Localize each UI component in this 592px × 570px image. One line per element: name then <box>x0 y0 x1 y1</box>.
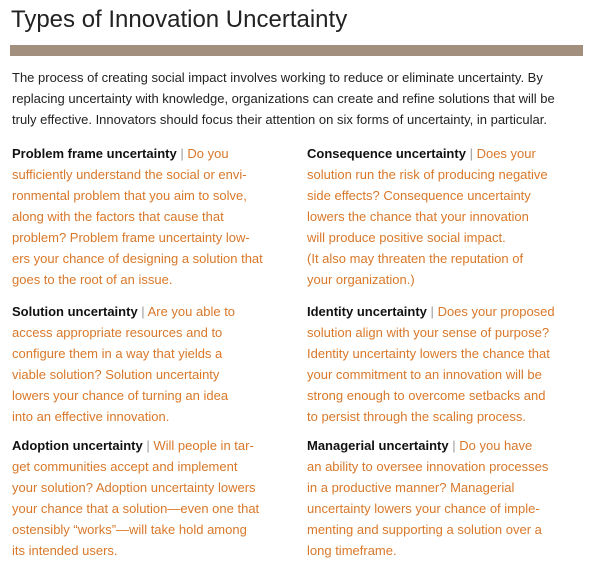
item-text: get communities accept and implement <box>12 459 238 474</box>
item-line: your organization.) <box>307 269 415 290</box>
item-text: in a productive manner? Managerial <box>307 480 515 495</box>
item-title: Identity uncertainty <box>307 304 427 319</box>
item-line: an ability to oversee innovation process… <box>307 456 548 477</box>
item-line: uncertainty lowers your chance of imple- <box>307 498 540 519</box>
item-text: (It also may threaten the reputation of <box>307 251 524 266</box>
item-heading-line: Identity uncertainty | Does your propose… <box>307 301 555 322</box>
item-text: Are you able to <box>147 304 236 319</box>
item-line: configure them in a way that yields a <box>12 343 222 364</box>
item-line: problem? Problem frame uncertainty low- <box>12 227 250 248</box>
item-line: will produce positive social impact. <box>307 227 506 248</box>
item-text: ronmental problem that you aim to solve, <box>12 188 247 203</box>
item-text: an ability to oversee innovation process… <box>307 459 549 474</box>
item-heading-line: Adoption uncertainty | Will people in ta… <box>12 435 254 456</box>
item-text: ers your chance of designing a solution … <box>12 251 263 266</box>
item-text: configure them in a way that yields a <box>12 346 223 361</box>
item-line: sufficiently understand the social or en… <box>12 164 247 185</box>
item-text: will produce positive social impact. <box>307 230 506 245</box>
item-text: uncertainty lowers your chance of imple- <box>307 501 540 516</box>
item-text: strong enough to overcome setbacks and <box>307 388 546 403</box>
item-line: viable solution? Solution uncertainty <box>12 364 219 385</box>
item-line: your commitment to an innovation will be <box>307 364 542 385</box>
item-line: solution align with your sense of purpos… <box>307 322 549 343</box>
item-text: along with the factors that cause that <box>12 209 224 224</box>
item-title: Adoption uncertainty <box>12 438 143 453</box>
separator: | <box>469 146 473 161</box>
item-line: menting and supporting a solution over a <box>307 519 542 540</box>
item-line: solution run the risk of producing negat… <box>307 164 548 185</box>
item-text: into an effective innovation. <box>12 409 170 424</box>
item-text: sufficiently understand the social or en… <box>12 167 247 182</box>
item-text: solution align with your sense of purpos… <box>307 325 550 340</box>
item-line: Identity uncertainty lowers the chance t… <box>307 343 550 364</box>
item-text: your chance that a solution—even one tha… <box>12 501 260 516</box>
item-text: ostensibly “works”—will take hold among <box>12 522 247 537</box>
item-text: Does your <box>476 146 536 161</box>
item-line: long timeframe. <box>307 540 397 561</box>
item-text: problem? Problem frame uncertainty low- <box>12 230 250 245</box>
item-text: solution run the risk of producing negat… <box>307 167 548 182</box>
item-text: viable solution? Solution uncertainty <box>12 367 220 382</box>
item-text: access appropriate resources and to <box>12 325 223 340</box>
item-line: (It also may threaten the reputation of <box>307 248 523 269</box>
item-text: Will people in tar- <box>153 438 254 453</box>
separator: | <box>452 438 456 453</box>
item-line: into an effective innovation. <box>12 406 169 427</box>
item-title: Solution uncertainty <box>12 304 138 319</box>
title-rule <box>10 45 583 56</box>
item-line: to persist through the scaling process. <box>307 406 526 427</box>
item-line: get communities accept and implement <box>12 456 237 477</box>
item-title: Problem frame uncertainty <box>12 146 177 161</box>
item-text: to persist through the scaling process. <box>307 409 526 424</box>
item-title: Consequence uncertainty <box>307 146 466 161</box>
item-line: goes to the root of an issue. <box>12 269 172 290</box>
item-text: menting and supporting a solution over a <box>307 522 542 537</box>
item-line: ostensibly “works”—will take hold among <box>12 519 247 540</box>
item-text: your organization.) <box>307 272 415 287</box>
separator: | <box>180 146 184 161</box>
item-line: your chance that a solution—even one tha… <box>12 498 259 519</box>
item-line: along with the factors that cause that <box>12 206 224 227</box>
item-line: side effects? Consequence uncertainty <box>307 185 531 206</box>
item-text: your solution? Adoption uncertainty lowe… <box>12 480 256 495</box>
item-line: in a productive manner? Managerial <box>307 477 514 498</box>
separator: | <box>146 438 150 453</box>
page-title: Types of Innovation Uncertainty <box>11 6 348 33</box>
separator: | <box>430 304 434 319</box>
item-heading-line: Managerial uncertainty | Do you have <box>307 435 532 456</box>
item-line: lowers your chance of turning an idea <box>12 385 228 406</box>
item-line: strong enough to overcome setbacks and <box>307 385 545 406</box>
item-text: Do you <box>187 146 229 161</box>
item-text: goes to the root of an issue. <box>12 272 173 287</box>
item-line: ers your chance of designing a solution … <box>12 248 263 269</box>
item-line: your solution? Adoption uncertainty lowe… <box>12 477 256 498</box>
intro-line: truly effective. Innovators should focus… <box>12 112 547 127</box>
item-text: Do you have <box>459 438 533 453</box>
item-text: Does your proposed <box>437 304 555 319</box>
item-text: your commitment to an innovation will be <box>307 367 542 382</box>
separator: | <box>141 304 145 319</box>
intro-line: The process of creating social impact in… <box>12 70 543 85</box>
item-text: Identity uncertainty lowers the chance t… <box>307 346 550 361</box>
item-text: long timeframe. <box>307 543 397 558</box>
item-heading-line: Solution uncertainty | Are you able to <box>12 301 235 322</box>
item-text: its intended users. <box>12 543 118 558</box>
intro-line: replacing uncertainty with knowledge, or… <box>12 91 555 106</box>
item-line: lowers the chance that your innovation <box>307 206 529 227</box>
item-heading-line: Problem frame uncertainty | Do you <box>12 143 229 164</box>
item-heading-line: Consequence uncertainty | Does your <box>307 143 536 164</box>
item-text: lowers the chance that your innovation <box>307 209 529 224</box>
item-title: Managerial uncertainty <box>307 438 449 453</box>
item-text: lowers your chance of turning an idea <box>12 388 229 403</box>
item-text: side effects? Consequence uncertainty <box>307 188 531 203</box>
item-line: its intended users. <box>12 540 118 561</box>
item-line: access appropriate resources and to <box>12 322 222 343</box>
item-line: ronmental problem that you aim to solve, <box>12 185 247 206</box>
